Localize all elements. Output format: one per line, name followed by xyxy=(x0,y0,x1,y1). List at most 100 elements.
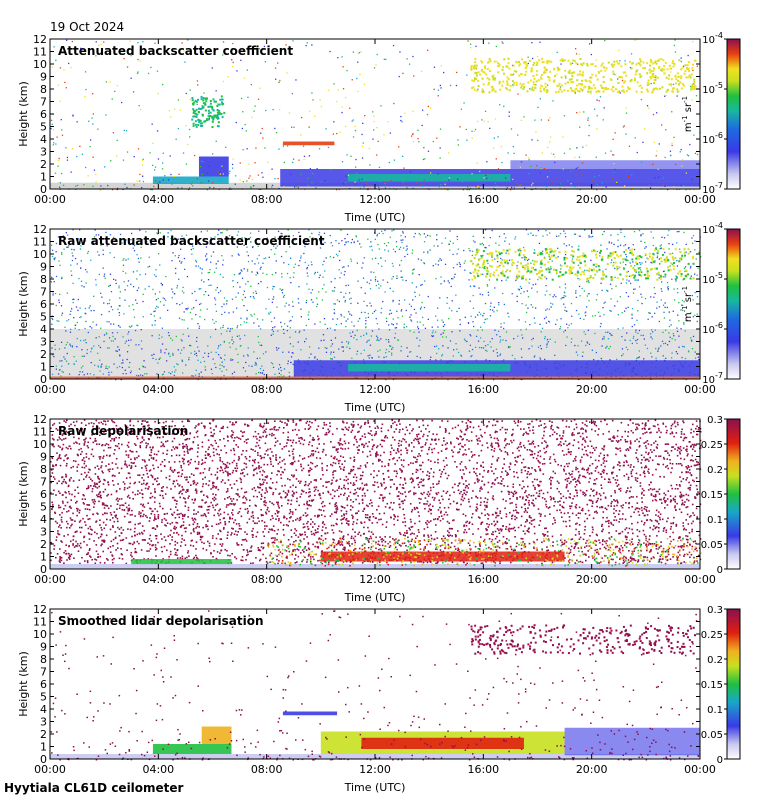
data-speckle xyxy=(485,275,488,278)
data-speckle xyxy=(371,357,373,359)
data-speckle xyxy=(388,313,391,315)
data-speckle xyxy=(242,367,245,369)
data-speckle xyxy=(137,42,139,44)
data-speckle xyxy=(100,366,102,368)
data-speckle xyxy=(595,299,598,301)
data-speckle xyxy=(215,366,217,369)
data-speckle xyxy=(154,324,156,326)
data-speckle xyxy=(259,87,261,89)
data-speckle xyxy=(525,257,527,259)
data-speckle xyxy=(246,246,248,248)
data-speckle xyxy=(696,65,698,67)
data-speckle xyxy=(547,341,549,343)
data-speckle xyxy=(243,321,245,323)
data-speckle xyxy=(628,247,630,249)
data-speckle xyxy=(246,521,249,524)
data-speckle xyxy=(290,319,292,322)
data-speckle xyxy=(644,128,646,130)
data-speckle xyxy=(286,330,288,332)
data-speckle xyxy=(647,258,650,261)
data-speckle xyxy=(93,374,95,376)
data-speckle xyxy=(533,249,536,251)
data-speckle xyxy=(86,373,89,375)
data-speckle xyxy=(538,59,541,62)
data-speckle xyxy=(330,345,332,347)
data-speckle xyxy=(487,83,490,86)
data-speckle xyxy=(646,84,649,87)
data-speckle xyxy=(579,83,582,86)
data-speckle xyxy=(588,87,590,90)
data-speckle xyxy=(55,275,58,278)
data-speckle xyxy=(650,82,652,85)
data-speckle xyxy=(84,327,86,330)
data-speckle xyxy=(402,181,405,183)
data-speckle xyxy=(683,248,686,251)
data-speckle xyxy=(142,374,144,377)
data-speckle xyxy=(444,263,447,265)
data-speckle xyxy=(611,252,614,255)
data-speckle xyxy=(527,233,529,235)
data-speckle xyxy=(123,281,125,283)
data-speckle xyxy=(638,73,641,76)
data-speckle xyxy=(416,337,418,339)
data-speckle xyxy=(667,266,670,269)
data-speckle xyxy=(661,68,664,71)
data-speckle xyxy=(683,84,686,87)
data-speckle xyxy=(192,124,195,127)
data-speckle xyxy=(137,58,139,61)
data-speckle xyxy=(537,278,539,281)
data-speckle xyxy=(207,352,210,355)
data-speckle xyxy=(91,347,93,349)
data-speckle xyxy=(200,279,203,281)
data-speckle xyxy=(282,351,284,353)
data-speckle xyxy=(288,371,290,374)
data-speckle xyxy=(133,309,135,311)
data-speckle xyxy=(512,262,515,265)
data-speckle xyxy=(655,514,657,516)
data-speckle xyxy=(617,233,619,236)
data-speckle xyxy=(524,61,527,64)
data-speckle xyxy=(359,187,361,190)
data-speckle xyxy=(343,274,345,276)
data-speckle xyxy=(222,102,225,105)
data-speckle xyxy=(216,111,219,114)
data-speckle xyxy=(478,311,480,313)
data-speckle xyxy=(519,184,521,187)
data-speckle xyxy=(501,273,504,276)
data-speckle xyxy=(242,293,244,296)
data-speckle xyxy=(638,539,641,542)
data-speckle xyxy=(579,317,581,319)
data-speckle xyxy=(241,299,244,301)
data-speckle xyxy=(487,294,490,296)
data-speckle xyxy=(419,234,421,236)
data-speckle xyxy=(624,71,627,74)
data-speckle xyxy=(136,289,138,292)
data-speckle xyxy=(587,293,589,295)
data-speckle xyxy=(564,69,567,72)
data-speckle xyxy=(300,349,302,351)
data-speckle xyxy=(305,301,307,304)
data-speckle xyxy=(213,100,216,103)
data-speckle xyxy=(564,75,567,78)
data-speckle xyxy=(480,313,482,315)
data-speckle xyxy=(156,130,159,132)
data-speckle xyxy=(507,57,510,60)
data-speckle xyxy=(291,352,293,354)
data-speckle xyxy=(108,374,110,376)
data-speckle xyxy=(662,304,665,306)
data-speckle xyxy=(586,64,589,67)
data-speckle xyxy=(114,90,116,92)
data-speckle xyxy=(257,547,260,549)
data-speckle xyxy=(679,151,681,153)
data-speckle xyxy=(268,256,270,258)
data-speckle xyxy=(162,373,164,375)
data-speckle xyxy=(511,263,514,266)
data-speckle xyxy=(563,258,566,261)
data-speckle xyxy=(231,48,233,50)
data-speckle xyxy=(273,317,276,319)
data-speckle xyxy=(507,312,509,314)
data-speckle xyxy=(653,79,656,81)
data-speckle xyxy=(365,333,368,335)
data-speckle xyxy=(639,267,641,269)
data-speckle xyxy=(577,345,579,347)
